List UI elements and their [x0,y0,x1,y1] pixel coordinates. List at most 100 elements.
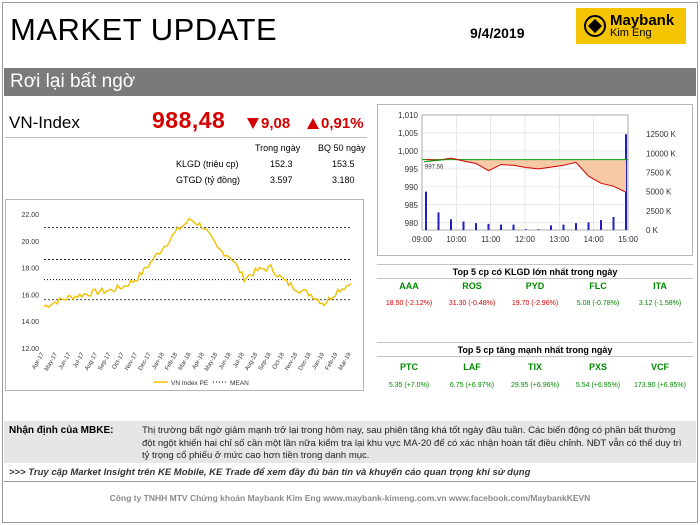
volume-bar [612,216,615,230]
x-tick-label: 13:00 [549,235,570,244]
intraday-chart-panel: 980 985 990 995 1,000 1,005 1,010 0 K 2500 K 5000… [377,104,693,256]
down-triangle-icon [247,118,259,129]
x-tick-label: 10:00 [446,235,467,244]
legend-pe-label: VN Index PE [171,380,209,387]
volume-bar [600,220,602,230]
top-gainer-ticker[interactable]: PTC [400,362,418,372]
table-divider [377,278,693,279]
x-tick-label: May-18 [204,351,220,372]
top-gainer-ticker[interactable]: VCF [651,362,669,372]
stats-row-label: GTGD (tỷ đồng) [176,175,241,185]
volume-bar [550,225,552,230]
top-volume-ticker[interactable]: FLC [589,281,607,291]
x-tick-label: Dec-17 [138,351,153,371]
tiger-logo-icon [584,15,606,37]
page-title: MARKET UPDATE [10,12,278,47]
logo-name: Maybank [610,12,675,29]
reference-label: 997.56 [425,165,444,171]
top-volume-ticker[interactable]: PYD [525,281,545,291]
volume-bar [487,223,490,230]
x-tick-label: 12:00 [515,235,536,244]
x-tick-label: 15:00 [618,235,639,244]
volume-bar [450,219,452,230]
y-left-tick-label: 995 [405,165,419,174]
y-tick-label: 22.00 [21,212,39,219]
top-volume-value: 19.70 (-2.96%) [511,300,559,307]
index-change-value: 9,08 [261,115,291,132]
commentary-label: Nhận định của MBKE: [9,425,114,436]
index-value: 988,48 [152,107,226,133]
stats-row-label: KLGD (triệu cp) [176,159,239,169]
x-tick-label: 09:00 [412,235,433,244]
pe-chart-panel: 12.00 14.00 16.00 18.00 20.00 22.00 Apr-17 May-… [5,199,364,391]
y-left-tick-label: 990 [405,183,419,192]
top-gainer-value: 173.90 (+6.95%) [634,382,686,389]
x-tick-label: May-17 [44,351,60,372]
y-right-tick-label: 10000 K [646,149,676,158]
index-series-up-segment [423,159,447,163]
y-left-tick-label: 980 [405,219,419,228]
volume-bar [512,224,515,230]
y-right-tick-label: 7500 K [646,169,672,178]
top-gainer-value: 5.35 (+7.0%) [388,382,430,389]
volume-bar [462,221,465,230]
market-insight-link[interactable]: >>> Truy cập Market Insight trên KE Mobi… [9,467,531,478]
index-percent-value: 0,91% [321,115,364,132]
top-volume-value: 31.30 (-0.48%) [448,300,496,307]
y-tick-label: 14.00 [21,319,39,326]
table-divider [377,342,693,343]
volume-bar [425,191,427,230]
top-volume-ticker[interactable]: AAA [399,281,419,291]
headline-band: Rơi lại bất ngờ [4,68,696,96]
top-gainer-ticker[interactable]: PXS [588,362,607,372]
y-right-tick-label: 2500 K [646,207,672,216]
top-volume-value: 18.50 (-2.12%) [385,300,433,307]
volume-bar [537,229,540,230]
top-gainer-ticker[interactable]: LAF [463,362,481,372]
up-triangle-icon [307,118,319,129]
stats-row-avg: 153.5 [332,159,355,169]
x-tick-label: Jun-17 [58,351,73,370]
stats-col-today: Trong ngày [255,143,301,153]
legend-mean-label: MEAN [230,380,249,387]
top-gainer-ticker[interactable]: TIX [527,362,542,372]
below-reference-fill [426,159,626,193]
pe-series-line [43,218,352,309]
index-change: 9,08 [247,115,290,132]
y-left-tick-label: 985 [405,201,419,210]
top-volume-ticker[interactable]: ITA [653,281,667,291]
y-left-tick-label: 1,005 [398,129,419,138]
index-divider [5,137,367,138]
top-gainer-value: 6.75 (+6.97%) [449,382,495,389]
table-divider [377,356,693,357]
y-tick-label: 20.00 [21,239,39,246]
index-percent: 0,91% [307,115,364,132]
stats-row-today: 3.597 [270,175,293,185]
top-volume-ticker[interactable]: ROS [462,281,482,291]
x-tick-label: Mar-19 [338,351,353,371]
y-right-tick-label: 0 K [646,226,659,235]
x-tick-label: Jul-18 [233,351,247,369]
table-divider [377,264,693,265]
volume-bar [587,222,590,230]
top-volume-value: 5.08 (-0.78%) [576,300,620,307]
volume-bar [475,223,477,230]
intraday-chart: 980 985 990 995 1,000 1,005 1,010 0 K 2500 K 5000… [398,111,677,244]
stats-row-avg: 3.180 [332,175,355,185]
x-tick-label: Mar-18 [178,351,193,371]
x-tick-label: Sep-18 [258,351,273,371]
stats-col-avg: BQ 50 ngày [318,143,366,153]
footer-text: Công ty TNHH MTV Chứng khoán Maybank Kim… [109,493,591,503]
x-tick-label: 11:00 [481,235,501,244]
x-tick-label: 14:00 [584,235,605,244]
top-gainer-value: 29.95 (+6.96%) [510,382,560,389]
top-gainer-value: 5.54 (+6.95%) [575,382,621,389]
index-series-line [425,157,627,193]
top-volume-title: Top 5 cp có KLGD lớn nhất trong ngày [452,267,618,277]
index-name: VN-Index [9,113,80,132]
pe-chart: 12.0014.0016.0018.0020.0022.00Apr-17May-… [21,212,353,387]
logo-sub: Kim Eng [610,27,652,39]
volume-bar [525,229,527,230]
y-right-tick-label: 12500 K [646,130,676,139]
maybank-logo[interactable]: Maybank Kim Eng [576,8,686,44]
